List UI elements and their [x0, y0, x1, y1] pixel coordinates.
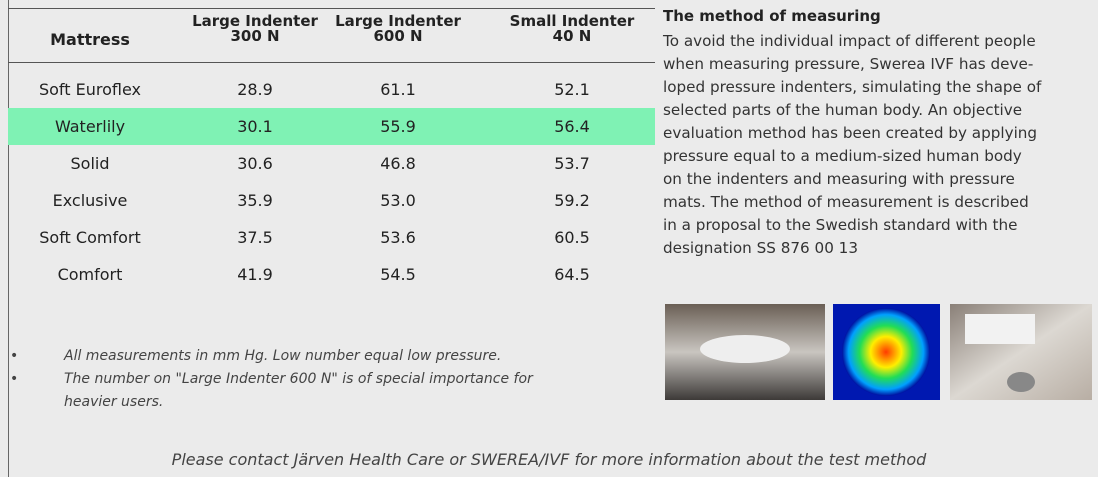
- column-header: Mattress: [50, 30, 130, 49]
- table-row: Comfort 41.9 54.5 64.5: [8, 256, 655, 293]
- table-row: Soft Comfort 37.5 53.6 60.5: [8, 219, 655, 256]
- value-cell: 35.9: [237, 191, 273, 210]
- value-cell: 56.4: [554, 117, 590, 136]
- photo-detail: [700, 335, 790, 363]
- rule: [8, 62, 655, 63]
- border: [8, 0, 9, 477]
- note: • All measurements in mm Hg. Low number e…: [10, 345, 650, 368]
- method-line: pressure equal to a medium-sized human b…: [663, 147, 1022, 165]
- value-cell: 30.6: [237, 154, 273, 173]
- value-cell: 52.1: [554, 80, 590, 99]
- name-cell: Comfort: [57, 265, 123, 284]
- photo-detail: [1007, 372, 1035, 392]
- method-line: evaluation method has been created by ap…: [663, 124, 1038, 142]
- header-line: 300 N: [230, 27, 280, 45]
- method-line: on the indenters and measuring with pres…: [663, 170, 1015, 188]
- value-cell: 54.5: [380, 265, 416, 284]
- note-text: All measurements in mm Hg. Low number eq…: [64, 348, 502, 364]
- header-line: Large Indenter: [335, 12, 461, 30]
- name-cell: Exclusive: [52, 191, 128, 210]
- method-line: in a proposal to the Swedish standard wi…: [663, 216, 1018, 234]
- name-cell: Waterlily: [54, 117, 126, 136]
- value-cell: 61.1: [380, 80, 416, 99]
- method-title: The method of measuring: [663, 7, 881, 25]
- value-cell: 46.8: [380, 154, 416, 173]
- table-row: Soft Euroflex 28.9 61.1 52.1: [8, 71, 655, 108]
- table-row: Solid 30.6 46.8 53.7: [8, 145, 655, 182]
- header-line: 600 N: [373, 27, 423, 45]
- note: • The number on "Large Indenter 600 N" is…: [10, 368, 650, 414]
- name-cell: Soft Euroflex: [38, 80, 142, 99]
- method-line: selected parts of the human body. An obj…: [663, 101, 1023, 119]
- table-row: Waterlily 30.1 55.9 56.4: [8, 108, 655, 145]
- bullet-dot: •: [10, 348, 19, 364]
- method-line: To avoid the individual impact of differ…: [663, 32, 1036, 50]
- header-line: Small Indenter: [509, 12, 635, 30]
- value-cell: 60.5: [554, 228, 590, 247]
- value-cell: 64.5: [554, 265, 590, 284]
- value-cell: 53.6: [380, 228, 416, 247]
- value-cell: 37.5: [237, 228, 273, 247]
- table-row: Exclusive 35.9 53.0 59.2: [8, 182, 655, 219]
- name-cell: Solid: [70, 154, 110, 173]
- name-cell: Soft Comfort: [39, 228, 141, 247]
- method-line: when measuring pressure, Swerea IVF has …: [663, 55, 1034, 73]
- photos: [665, 304, 1092, 400]
- value-cell: 28.9: [237, 80, 273, 99]
- note-text: The number on "Large Indenter 600 N" is …: [64, 371, 533, 387]
- note-text: heavier users.: [64, 394, 164, 410]
- footer: Please contact Järven Health Care or SWE…: [171, 450, 927, 469]
- header-line: 40 N: [552, 27, 592, 45]
- value-cell: 59.2: [554, 191, 590, 210]
- value-cell: 55.9: [380, 117, 416, 136]
- column-header: Small Indenter 40 N: [510, 14, 635, 44]
- header-line: Large Indenter: [192, 12, 318, 30]
- bullet-dot: •: [10, 371, 19, 387]
- method-line: designation SS 876 00 13: [663, 239, 859, 257]
- value-cell: 30.1: [237, 117, 273, 136]
- value-cell: 53.0: [380, 191, 416, 210]
- photo-detail: [842, 308, 930, 396]
- column-header: Large Indenter 300 N: [192, 14, 318, 44]
- photo-detail: [965, 314, 1035, 344]
- method-line: loped pressure indenters, simulating the…: [663, 78, 1042, 96]
- column-header: Large Indenter 600 N: [335, 14, 461, 44]
- value-cell: 53.7: [554, 154, 590, 173]
- value-cell: 41.9: [237, 265, 273, 284]
- method-line: mats. The method of measurement is descr…: [663, 193, 1029, 211]
- rule: [8, 8, 655, 9]
- header-line: Mattress: [50, 30, 130, 49]
